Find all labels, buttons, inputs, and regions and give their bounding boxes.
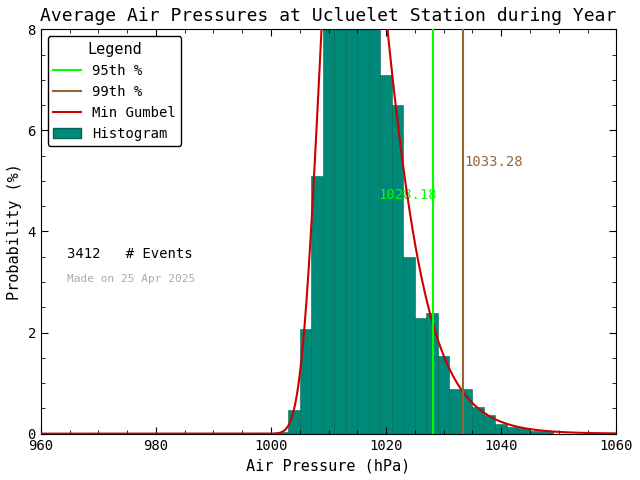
Text: 3412   # Events: 3412 # Events <box>67 247 192 261</box>
Bar <box>346 0 357 433</box>
95th % <box>429 431 437 436</box>
Legend: 95th %, 99th %, Min Gumbel, Histogram: 95th %, 99th %, Min Gumbel, Histogram <box>48 36 181 146</box>
Bar <box>300 329 311 433</box>
Bar <box>495 424 507 433</box>
Bar <box>392 105 403 433</box>
Title: Average Air Pressures at Ucluelet Station during Year: Average Air Pressures at Ucluelet Statio… <box>40 7 617 25</box>
Min Gumbel <box>317 45 324 50</box>
Bar <box>276 432 288 433</box>
Bar <box>380 75 392 433</box>
99th % <box>459 431 467 436</box>
95th % <box>429 380 437 386</box>
Bar <box>438 356 449 433</box>
Bar <box>288 410 300 433</box>
Bar <box>415 318 426 433</box>
Bar <box>507 427 518 433</box>
Bar <box>484 416 495 433</box>
Min Gumbel <box>37 431 45 436</box>
Line: Min Gumbel: Min Gumbel <box>41 0 616 433</box>
Text: 1028.18: 1028.18 <box>378 188 437 202</box>
99th % <box>459 380 467 386</box>
Bar <box>449 389 461 433</box>
Min Gumbel <box>612 431 620 436</box>
Y-axis label: Probability (%): Probability (%) <box>7 163 22 300</box>
Bar <box>403 257 415 433</box>
Min Gumbel <box>596 430 604 436</box>
Bar <box>369 0 380 433</box>
Text: Made on 25 Apr 2025: Made on 25 Apr 2025 <box>67 274 195 284</box>
Bar <box>357 0 369 433</box>
X-axis label: Air Pressure (hPa): Air Pressure (hPa) <box>246 458 411 473</box>
Bar <box>426 313 438 433</box>
Min Gumbel <box>67 431 74 436</box>
Bar <box>472 408 484 433</box>
Bar <box>518 428 530 433</box>
Text: 1033.28: 1033.28 <box>464 155 523 169</box>
Min Gumbel <box>301 313 309 319</box>
Bar <box>461 389 472 433</box>
Bar <box>323 0 334 433</box>
Bar <box>334 13 346 433</box>
Bar <box>541 431 553 433</box>
Bar <box>530 431 541 433</box>
Min Gumbel <box>596 430 604 436</box>
Bar <box>311 176 323 433</box>
Min Gumbel <box>490 416 498 421</box>
